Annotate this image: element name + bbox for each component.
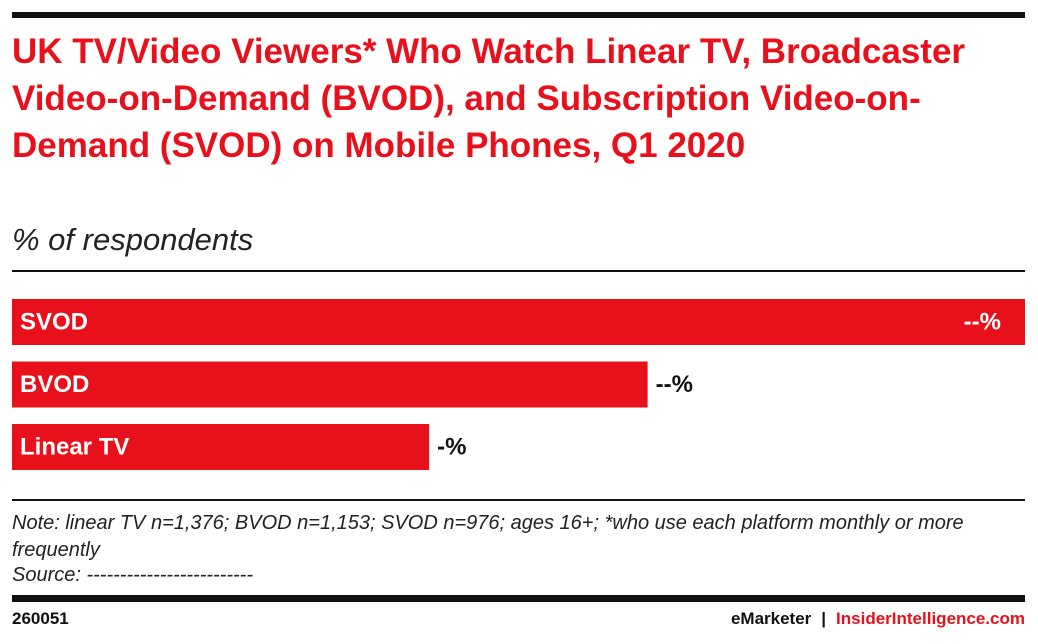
category-label: SVOD [20, 308, 88, 335]
brand-name: eMarketer [730, 609, 812, 628]
rule [12, 499, 1025, 501]
brand: eMarketer | InsiderIntelligence.com [731, 609, 1025, 629]
bar [12, 361, 648, 408]
value-label: --% [656, 371, 693, 398]
bar [12, 424, 430, 470]
bottom-rule [12, 595, 1025, 602]
site: InsiderIntelligence.com [836, 609, 1025, 628]
chart-id: 260051 [12, 609, 69, 628]
note: Note: linear TV n=1,376; BVOD n=1,153; S… [12, 512, 964, 561]
source: Source: ------------------------- [12, 564, 253, 586]
chart-subtitle: % of respondents [12, 222, 254, 257]
chart: SVOD --% BVOD --% Linear TV -% [12, 299, 1025, 470]
category-label: Linear TV [20, 433, 129, 460]
chart-title: UK TV/Video Viewers* Who Watch Linear TV… [12, 32, 966, 165]
value-label: -% [437, 433, 466, 460]
top-rule [12, 12, 1025, 18]
bar [12, 299, 1025, 345]
category-label: BVOD [20, 371, 89, 398]
value-label: --% [964, 308, 1001, 335]
rule [12, 270, 1025, 272]
separator: | [821, 609, 827, 628]
